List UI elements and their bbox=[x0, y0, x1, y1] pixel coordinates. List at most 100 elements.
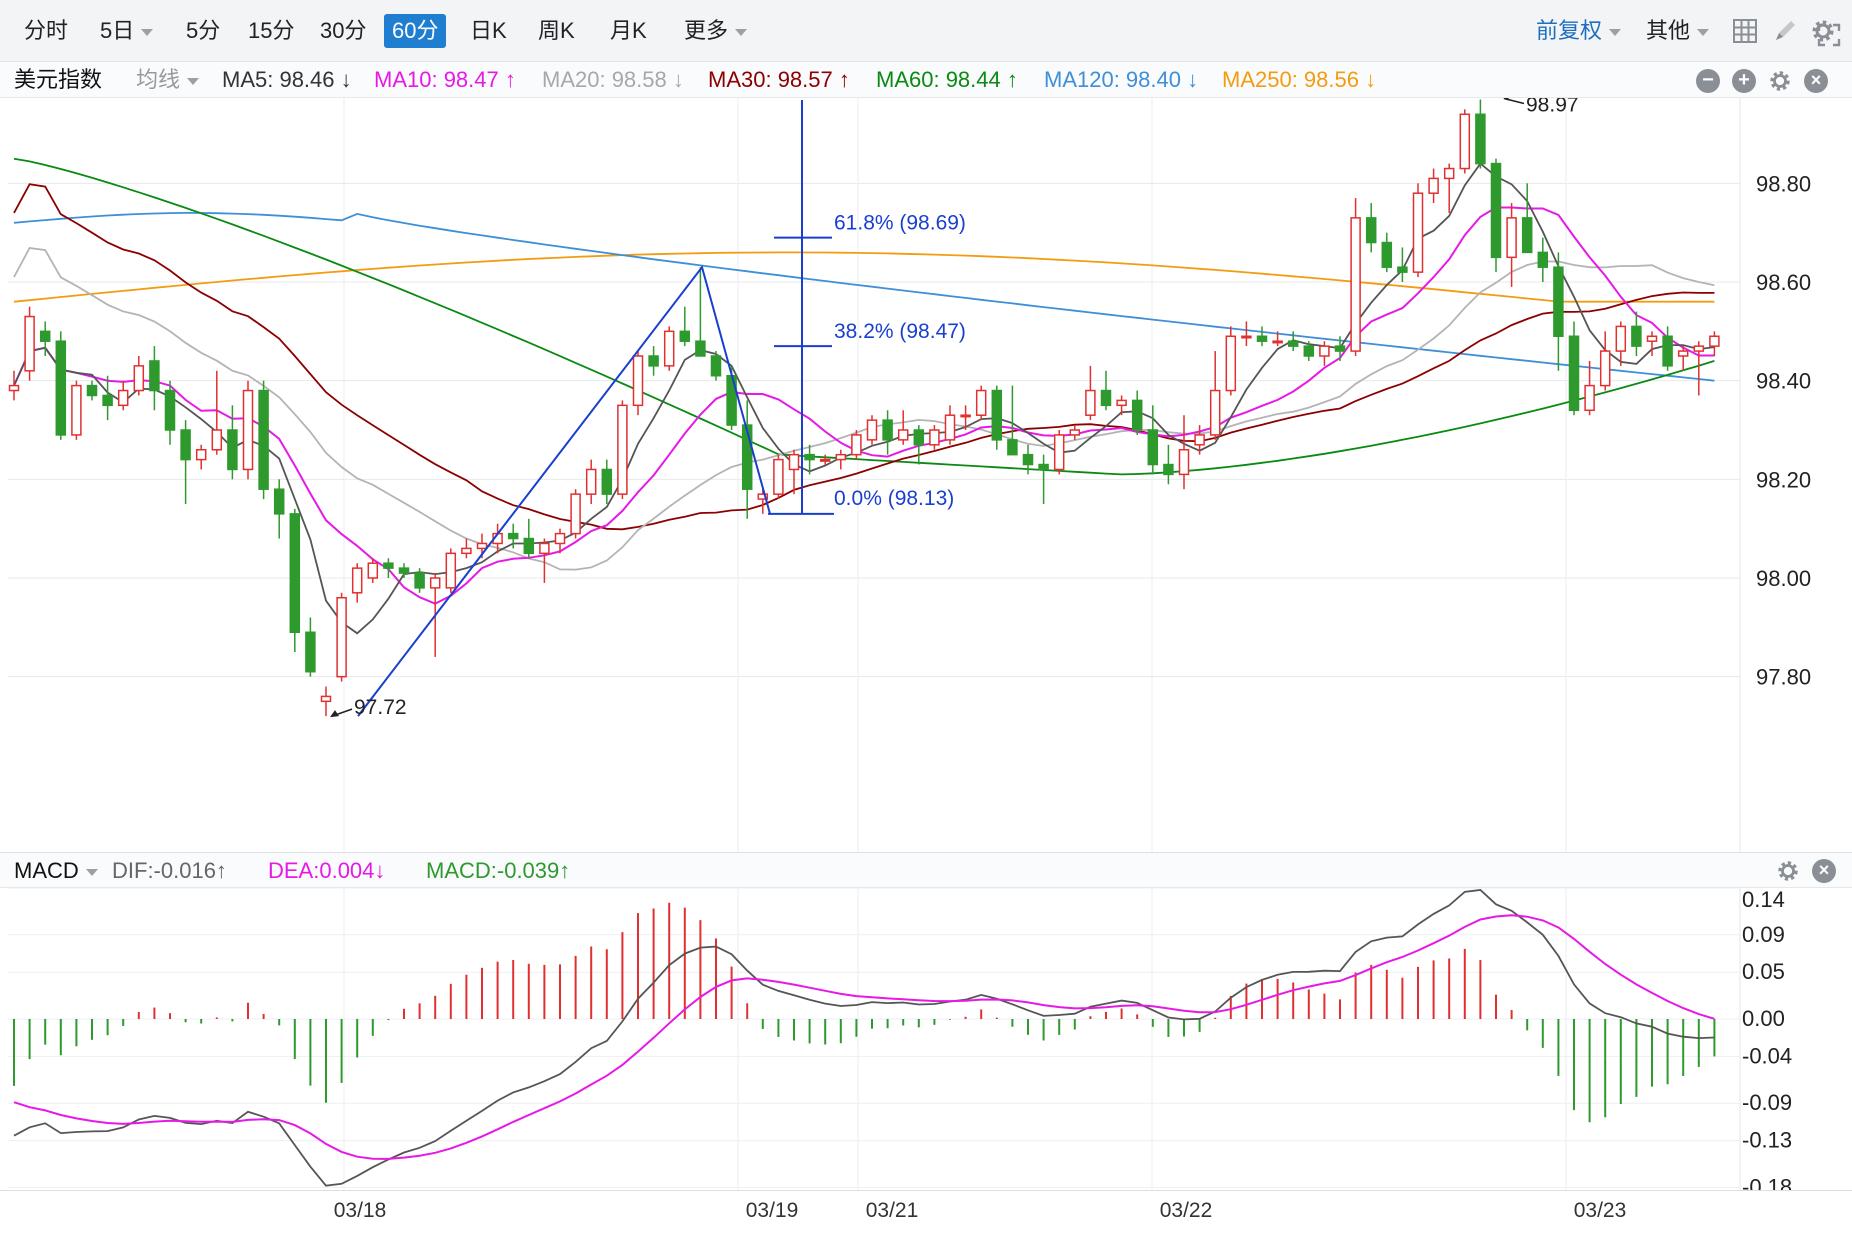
high-marker-label: 98.97 bbox=[1526, 98, 1579, 116]
candle-up bbox=[1599, 350, 1611, 387]
fib-level-label: 61.8% (98.69) bbox=[834, 212, 966, 235]
ma60-line bbox=[13, 157, 1715, 476]
candlestick-chart[interactable]: 98.80 98.60 98.40 98.20 98.00 97.80 61.8% (98.… bbox=[0, 98, 1852, 852]
period-more-dropdown[interactable]: 更多 bbox=[682, 14, 749, 48]
candle-down bbox=[180, 429, 191, 461]
price-tick-label: 98.00 bbox=[1756, 566, 1811, 591]
candle-up bbox=[866, 419, 878, 441]
candle-down bbox=[1131, 399, 1143, 431]
candle-up bbox=[1209, 389, 1221, 436]
candle-down bbox=[804, 453, 815, 461]
macd-legend-bar: MACD DIF:-0.016↑ DEA:0.004↓ MACD:-0.039↑ bbox=[0, 852, 1852, 888]
macd-tick-label: -0.13 bbox=[1742, 1128, 1792, 1153]
candle-down bbox=[149, 360, 160, 392]
candle-down bbox=[1365, 217, 1377, 244]
ma-mode-dropdown[interactable]: 均线 bbox=[136, 62, 200, 98]
ma30-value: MA30: 98.57 ↑ bbox=[708, 67, 850, 92]
candle-down bbox=[1334, 345, 1346, 352]
other-label: 其他 bbox=[1646, 18, 1691, 43]
candle-down bbox=[991, 389, 1003, 441]
period-tab-timeshare[interactable]: 分时 bbox=[24, 18, 69, 43]
candle-up bbox=[429, 577, 441, 589]
period-tab-daily[interactable]: 日K bbox=[470, 18, 507, 43]
dea-line bbox=[13, 914, 1715, 1160]
macd-tick-label: -0.04 bbox=[1742, 1043, 1792, 1068]
close-icon[interactable]: × bbox=[1804, 69, 1828, 93]
candle-up bbox=[1116, 399, 1127, 407]
candle-down bbox=[882, 419, 893, 441]
candle-up bbox=[1693, 345, 1705, 352]
candle-up bbox=[554, 532, 566, 545]
candle-down bbox=[1475, 113, 1486, 165]
candle-down bbox=[164, 389, 176, 431]
macd-tick-label: 0.14 bbox=[1742, 888, 1785, 912]
add-plus-icon[interactable]: + bbox=[1732, 69, 1756, 93]
period-tab-weekly[interactable]: 周K bbox=[538, 18, 575, 43]
candle-up bbox=[336, 596, 347, 678]
ma-settings-gear-icon[interactable] bbox=[1768, 69, 1792, 93]
candle-down bbox=[601, 468, 613, 495]
chevron-down-icon bbox=[141, 28, 154, 36]
candle-up bbox=[585, 468, 597, 495]
candle-up bbox=[211, 429, 223, 451]
ma120-line bbox=[13, 211, 1715, 382]
period-tab-5day-label: 5日 bbox=[100, 18, 135, 43]
period-tab-15min[interactable]: 15分 bbox=[248, 18, 295, 43]
candle-down bbox=[913, 429, 925, 446]
macd-settings-gear-icon[interactable] bbox=[1776, 859, 1800, 883]
grid-layout-icon[interactable] bbox=[1732, 18, 1758, 44]
candle-up bbox=[1615, 325, 1627, 352]
candle-down bbox=[1553, 266, 1564, 338]
candle-up bbox=[1709, 335, 1720, 347]
collapse-minus-icon[interactable]: − bbox=[1696, 69, 1720, 93]
candle-up bbox=[1412, 192, 1424, 273]
other-dropdown[interactable]: 其他 bbox=[1644, 14, 1711, 48]
candle-up bbox=[944, 414, 956, 441]
price-tick-label: 98.60 bbox=[1756, 270, 1811, 295]
macd-close-icon[interactable]: × bbox=[1812, 859, 1836, 883]
candle-up bbox=[819, 458, 831, 462]
candle-up bbox=[1053, 434, 1065, 471]
ma-mode-label: 均线 bbox=[136, 67, 181, 92]
candle-down bbox=[414, 572, 425, 589]
candle-up bbox=[570, 493, 581, 535]
candle-up bbox=[1225, 335, 1237, 392]
candle-down bbox=[305, 631, 316, 673]
candle-down bbox=[258, 389, 269, 490]
time-axis: 03/18 03/19 03/21 03/22 03/23 bbox=[0, 1190, 1852, 1238]
period-tab-30min[interactable]: 30分 bbox=[320, 18, 367, 43]
candle-up bbox=[1584, 384, 1595, 412]
dif-value: DIF:-0.016↑ bbox=[112, 858, 227, 883]
candle-down bbox=[289, 513, 301, 634]
candle-up bbox=[1319, 345, 1330, 357]
period-tab-monthly[interactable]: 月K bbox=[610, 18, 647, 43]
candle-up bbox=[897, 429, 909, 441]
dif-line bbox=[13, 889, 1715, 1187]
draw-pen-icon[interactable] bbox=[1772, 18, 1798, 44]
candle-down bbox=[86, 384, 98, 397]
x-label-0323: 03/23 bbox=[1573, 1199, 1627, 1222]
fullscreen-icon[interactable] bbox=[1816, 22, 1842, 48]
chevron-down-icon bbox=[735, 28, 748, 36]
ma5-value: MA5: 98.46 ↓ bbox=[222, 67, 352, 92]
period-tab-5day[interactable]: 5日 bbox=[98, 14, 155, 48]
candle-up bbox=[461, 547, 472, 555]
high-marker-arrowhead bbox=[1503, 98, 1509, 101]
candle-up bbox=[1085, 389, 1096, 416]
macd-chart[interactable]: 0.14 0.09 0.05 0.00 -0.04 -0.09 -0.13 -0.18 bbox=[0, 888, 1852, 1190]
fib-trend-line bbox=[357, 264, 771, 717]
candle-down bbox=[1381, 241, 1393, 268]
candle-up bbox=[632, 355, 644, 407]
period-more-label: 更多 bbox=[684, 18, 729, 43]
adjust-dropdown[interactable]: 前复权 bbox=[1534, 14, 1623, 48]
price-tick-label: 98.80 bbox=[1756, 171, 1811, 196]
candle-up bbox=[1443, 167, 1455, 180]
ma120-value: MA120: 98.40 ↓ bbox=[1044, 67, 1199, 92]
macd-indicator-dropdown[interactable]: MACD bbox=[14, 853, 98, 889]
ma20-line bbox=[13, 247, 1715, 571]
candle-up bbox=[1069, 429, 1081, 436]
candle-down bbox=[679, 330, 691, 342]
period-tab-60min[interactable]: 60分 bbox=[384, 14, 447, 48]
candle-up bbox=[24, 315, 35, 372]
period-tab-5min[interactable]: 5分 bbox=[186, 18, 221, 43]
